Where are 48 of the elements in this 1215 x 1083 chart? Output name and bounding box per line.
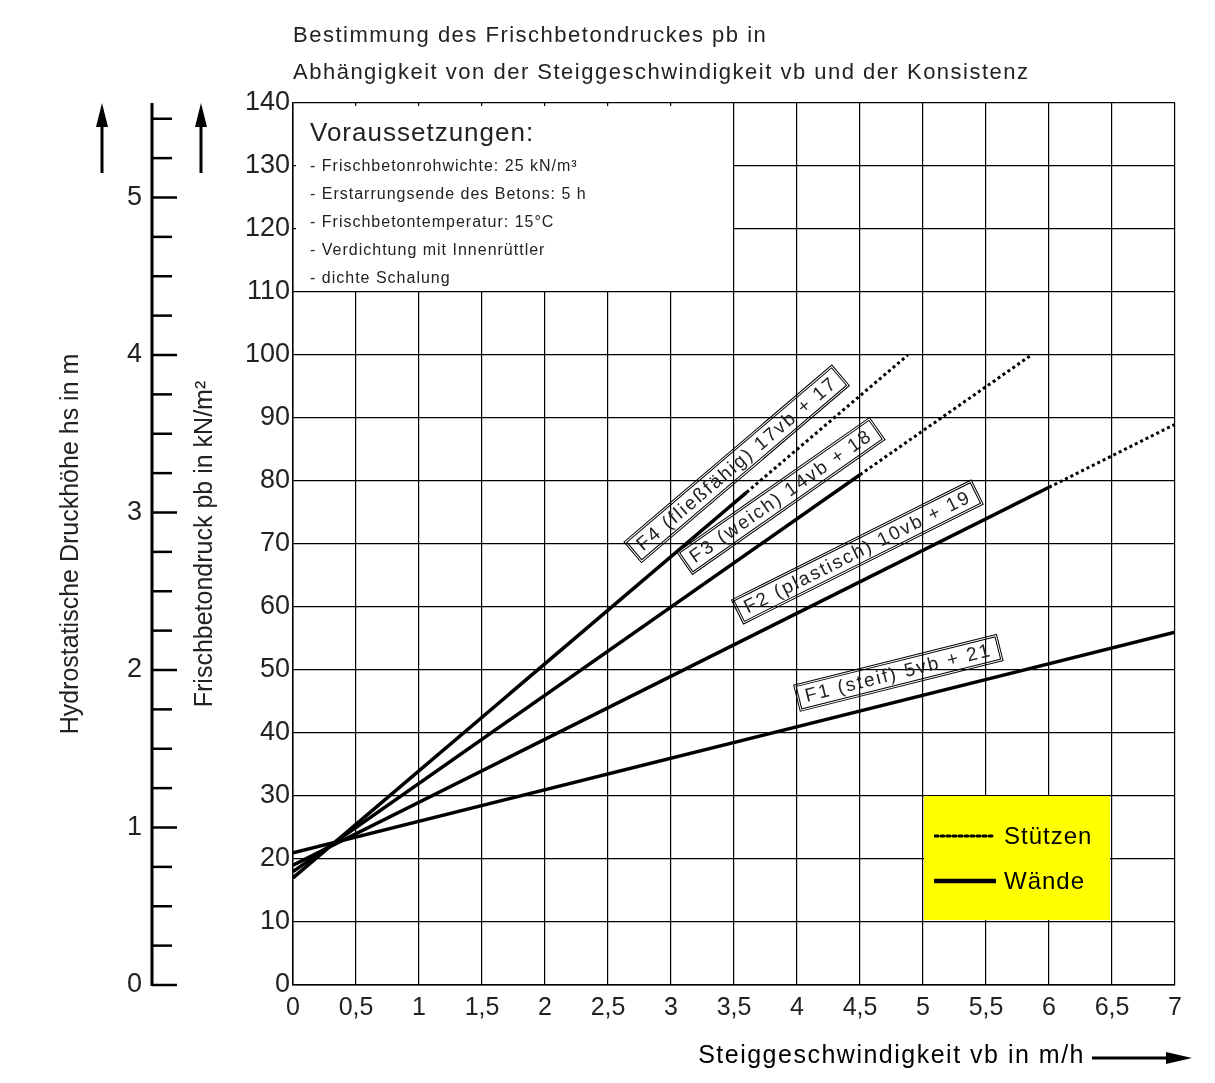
annotation: Voraussetzungen: xyxy=(310,116,536,149)
y-tick-label: 40 xyxy=(259,716,290,747)
x-tick-label: 2,5 xyxy=(590,991,626,1020)
x-axis-title: Steiggeschwindigkeit vb in m/h xyxy=(698,1040,1085,1069)
chart-title: Bestimmung des Frischbetondruckes pb in Abhängigkeit von der Steiggeschwindigkeit vb und der Konsistenz xyxy=(293,21,1030,86)
y-tick-label: 30 xyxy=(259,779,290,810)
annotation: - Verdichtung mit Innenrüttler xyxy=(310,240,547,260)
y-tick-label: 80 xyxy=(259,464,290,495)
x-tick-label: 3,5 xyxy=(716,991,752,1020)
y-tick-label: 140 xyxy=(244,86,290,117)
y2-tick-label: 4 xyxy=(126,338,142,369)
x-tick-label: 4,5 xyxy=(842,991,878,1020)
y2-tick-label: 2 xyxy=(126,653,142,684)
annotation: - Frischbetonrohwichte: 25 kN/m³ xyxy=(310,156,579,176)
annotation: - dichte Schalung xyxy=(310,268,452,288)
y-tick-label: 130 xyxy=(244,149,290,180)
x-tick-label: 1,5 xyxy=(464,991,500,1020)
y-tick-label: 90 xyxy=(259,401,290,432)
y-tick-label: 20 xyxy=(259,842,290,873)
annotation: F1 (steif) 5vb + 21 xyxy=(793,633,1004,712)
x-tick-label: 5 xyxy=(916,991,930,1020)
x-tick-label: 6,5 xyxy=(1094,991,1130,1020)
x-tick-label: 4 xyxy=(790,991,805,1020)
y-tick-label: 10 xyxy=(259,905,290,936)
y-tick-label: 100 xyxy=(244,338,290,369)
legend-label: Stützen xyxy=(1004,821,1093,850)
y-tick-label: 50 xyxy=(259,653,290,684)
annotation: - Frischbetontemperatur: 15°C xyxy=(310,212,556,232)
y-tick-label: 60 xyxy=(259,590,290,621)
y2-tick-label: 5 xyxy=(126,180,142,211)
y2-tick-label: 3 xyxy=(126,495,142,526)
y-axis-title: Frischbetondruck pb in kN/m² xyxy=(188,380,217,708)
x-tick-label: 1 xyxy=(412,991,426,1020)
y2-tick-label: 0 xyxy=(126,968,142,999)
x-tick-label: 2 xyxy=(538,991,552,1020)
legend-label: Wände xyxy=(1004,866,1086,895)
x-tick-label: 0,5 xyxy=(338,991,374,1020)
x-tick-label: 3 xyxy=(664,991,678,1020)
y-tick-label: 110 xyxy=(246,275,290,306)
x-tick-label: 5,5 xyxy=(968,991,1004,1020)
y2-tick-label: 1 xyxy=(126,810,142,841)
y-tick-label: 120 xyxy=(244,212,290,243)
x-tick-label: 7 xyxy=(1168,991,1182,1020)
x-tick-label: 6 xyxy=(1042,991,1056,1020)
y-tick-label: 0 xyxy=(274,968,290,999)
y2-axis-title: Hydrostatische Druckhöhe hs in m xyxy=(54,353,83,735)
y-tick-label: 70 xyxy=(259,527,290,558)
annotation: - Erstarrungsende des Betons: 5 h xyxy=(310,184,588,204)
